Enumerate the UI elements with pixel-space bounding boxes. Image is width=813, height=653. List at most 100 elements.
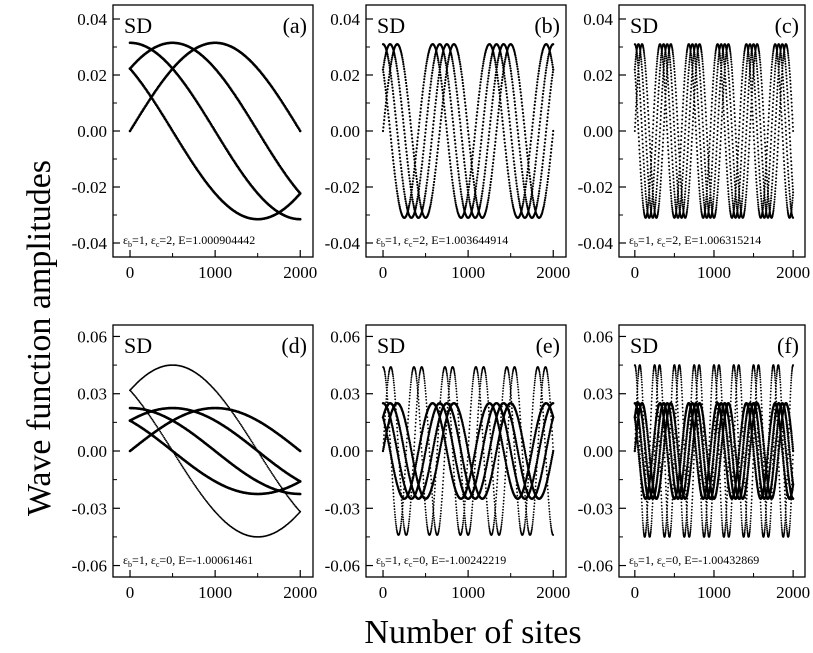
data-point: [524, 137, 527, 140]
data-point: [460, 193, 463, 196]
data-point: [392, 96, 395, 99]
data-point: [400, 170, 403, 173]
data-point: [641, 197, 644, 200]
data-point: [716, 68, 719, 71]
data-point: [757, 153, 760, 156]
data-point: [680, 192, 683, 194]
data-point: [455, 87, 458, 90]
data-point: [714, 95, 717, 98]
data-point: [405, 81, 408, 85]
data-point: [526, 155, 529, 158]
data-point: [426, 175, 429, 178]
data-point: [543, 203, 546, 206]
data-point: [787, 56, 790, 59]
data-point: [727, 128, 730, 131]
data-point: [538, 67, 541, 70]
data-point: [770, 122, 773, 125]
data-point: [534, 163, 537, 166]
data-point: [507, 110, 510, 113]
data-point: [660, 95, 663, 98]
data-point: [703, 158, 706, 161]
data-point: [712, 198, 715, 201]
data-point: [716, 71, 719, 74]
data-point: [663, 85, 666, 88]
data-point: [489, 180, 492, 184]
data-point: [483, 175, 486, 178]
data-point: [681, 118, 684, 121]
data-point: [481, 124, 484, 127]
data-point: [669, 118, 672, 121]
data-point: [433, 57, 436, 60]
data-point: [701, 57, 704, 60]
data-point: [448, 89, 451, 92]
data-point: [637, 64, 640, 67]
data-point: [544, 138, 547, 141]
data-point: [699, 82, 702, 85]
panel-method-label: SD: [124, 13, 152, 38]
data-point: [687, 194, 690, 197]
data-point: [677, 181, 680, 184]
data-point: [551, 63, 554, 66]
data-point: [515, 58, 518, 61]
data-point: [679, 147, 682, 150]
data-point: [683, 145, 686, 148]
data-point: [641, 146, 644, 149]
data-point: [754, 96, 757, 99]
data-point: [784, 68, 787, 71]
data-point: [551, 140, 554, 143]
data-point: [777, 126, 780, 129]
data-point: [745, 193, 748, 196]
data-point: [744, 84, 747, 87]
data-point: [471, 174, 475, 178]
data-point: [414, 206, 417, 209]
data-point: [657, 86, 660, 89]
data-point: [715, 199, 718, 202]
y-tick-label: 0.00: [330, 122, 360, 141]
data-point: [781, 73, 784, 75]
data-point: [641, 71, 644, 74]
data-point: [743, 209, 746, 212]
data-point: [658, 69, 661, 72]
data-point: [683, 137, 686, 139]
data-point: [520, 167, 523, 170]
data-point: [705, 123, 708, 126]
data-point: [646, 98, 649, 100]
data-point: [529, 200, 532, 203]
data-point: [409, 193, 413, 196]
data-point: [744, 153, 747, 156]
data-point: [776, 154, 779, 157]
data-point: [686, 96, 688, 99]
data-point: [745, 137, 747, 140]
data-point: [431, 194, 434, 197]
data-point: [639, 56, 642, 58]
data-point: [651, 195, 654, 198]
data-point: [520, 97, 523, 101]
data-point: [503, 74, 506, 77]
data-point: [420, 97, 424, 100]
data-point: [468, 202, 472, 205]
data-point: [688, 118, 691, 121]
data-point: [661, 157, 664, 160]
data-point: [521, 111, 525, 115]
data-point: [540, 103, 544, 106]
data-point: [403, 132, 406, 135]
data-point: [479, 84, 482, 87]
data-point: [463, 164, 466, 167]
data-point: [731, 75, 734, 78]
data-point: [773, 201, 776, 203]
data-point: [684, 132, 686, 135]
data-point: [550, 59, 553, 62]
data-point: [725, 88, 728, 91]
data-point: [439, 61, 442, 64]
data-point: [383, 79, 386, 82]
data-point: [517, 139, 520, 143]
data-point: [652, 111, 655, 114]
data-point: [675, 165, 678, 168]
data-point: [425, 117, 428, 120]
data-point: [416, 143, 419, 146]
data-point: [548, 95, 551, 98]
data-point: [536, 78, 539, 81]
data-point: [383, 57, 386, 60]
data-point: [665, 120, 668, 123]
data-point: [509, 69, 512, 72]
